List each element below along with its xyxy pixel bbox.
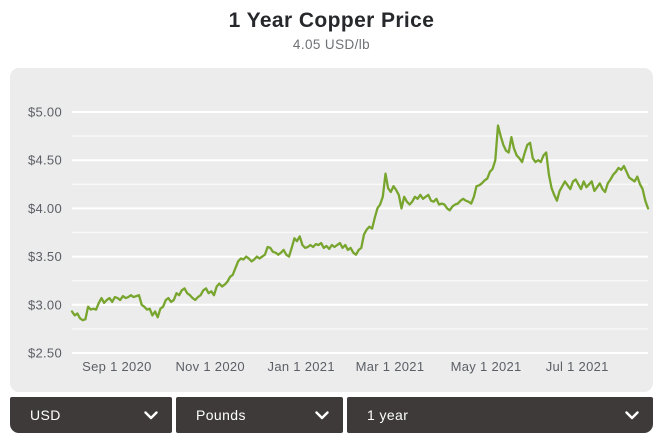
y-axis-label: $4.00 xyxy=(28,201,62,216)
current-price-label: 4.05 USD/lb xyxy=(292,37,371,52)
unit-select[interactable]: Pounds xyxy=(176,397,343,433)
currency-select-value: USD xyxy=(30,407,61,423)
chart-header: 1 Year Copper Price 4.05 USD/lb xyxy=(0,0,663,52)
chart-controls: USD Pounds 1 year xyxy=(10,397,653,433)
page-title: 1 Year Copper Price xyxy=(228,9,435,32)
price-chart: $5.00 $4.50 $4.00 $3.50 $3.00 $2.50 Sep 1 2020… xyxy=(28,105,650,374)
y-axis-label: $2.50 xyxy=(28,346,62,361)
time-range-select-value: 1 year xyxy=(367,407,409,423)
unit-select-value: Pounds xyxy=(196,407,246,423)
y-axis-label: $5.00 xyxy=(28,105,62,120)
currency-select[interactable]: USD xyxy=(10,397,172,433)
x-axis-label: Nov 1 2020 xyxy=(175,359,245,374)
chevron-down-icon xyxy=(315,410,329,420)
time-range-select[interactable]: 1 year xyxy=(347,397,653,433)
x-axis-label: Jul 1 2021 xyxy=(546,359,609,374)
y-axis-label: $3.00 xyxy=(28,297,62,312)
price-line xyxy=(70,124,650,322)
chart-card: $5.00 $4.50 $4.00 $3.50 $3.00 $2.50 Sep 1 2020… xyxy=(10,68,653,392)
x-axis-label: Jan 1 2021 xyxy=(268,359,335,374)
x-axis-label: Sep 1 2020 xyxy=(82,359,152,374)
y-axis-label: $3.50 xyxy=(28,249,62,264)
chevron-down-icon xyxy=(144,410,158,420)
x-axis-label: May 1 2021 xyxy=(451,359,522,374)
chevron-down-icon xyxy=(625,410,639,420)
x-axis-label: Mar 1 2021 xyxy=(356,359,425,374)
y-axis-label: $4.50 xyxy=(28,153,62,168)
